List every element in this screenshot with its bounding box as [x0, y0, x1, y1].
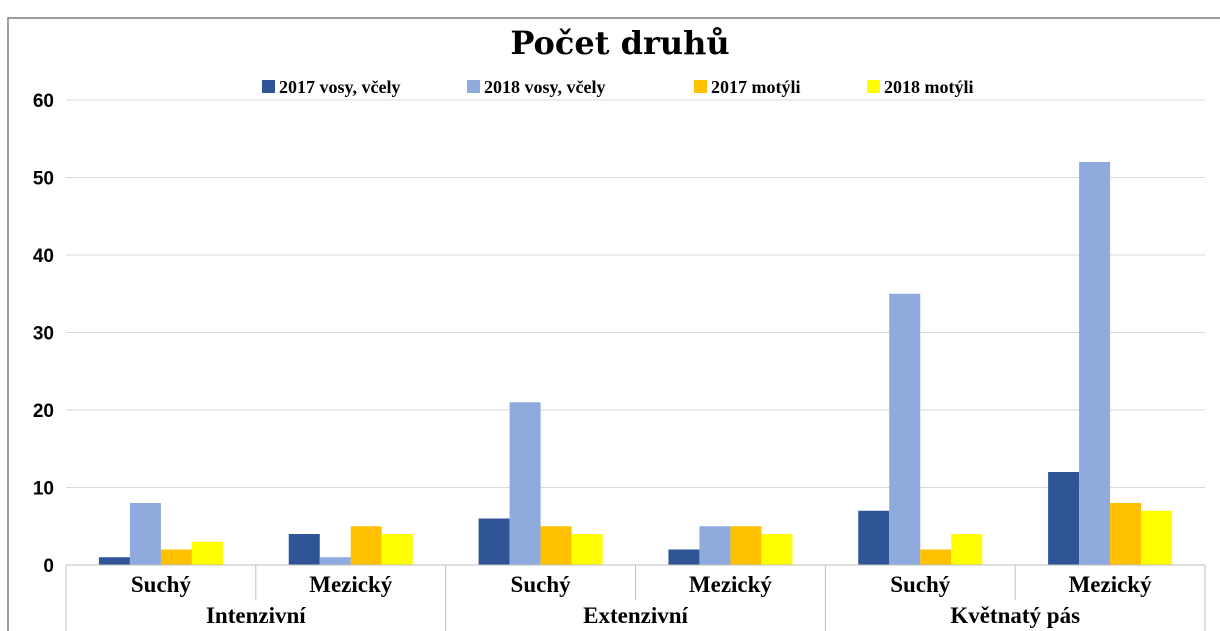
- y-tick-label: 40: [33, 246, 54, 267]
- bar: [761, 534, 793, 565]
- bar: [381, 534, 413, 565]
- bar: [730, 526, 762, 565]
- x-group-label: Květnatý pás: [950, 603, 1080, 628]
- x-group-label: Extenzivní: [583, 603, 688, 628]
- x-category-label: Mezický: [309, 572, 393, 597]
- y-tick-label: 10: [33, 479, 54, 500]
- bar: [951, 534, 983, 565]
- legend-label: 2017 motýli: [711, 77, 801, 97]
- y-tick-label: 60: [33, 91, 54, 112]
- gridlines: [66, 99, 1205, 488]
- bar: [540, 526, 572, 565]
- x-axis: [65, 564, 1206, 631]
- legend-swatch: [694, 80, 707, 93]
- bar: [191, 541, 223, 565]
- x-category-label: Suchý: [131, 572, 192, 597]
- chart-title: Počet druhů: [510, 24, 729, 62]
- y-tick-label: 0: [43, 556, 54, 577]
- x-category-label: Suchý: [890, 572, 951, 597]
- bar: [160, 549, 192, 565]
- bar: [509, 402, 541, 565]
- bar: [858, 510, 890, 565]
- legend-swatch: [867, 80, 880, 93]
- bar: [288, 534, 320, 565]
- bar: [1141, 510, 1173, 565]
- x-category-label: Mezický: [1069, 572, 1153, 597]
- y-axis-ticks: 0 10 20 30 40 50 60: [33, 91, 54, 577]
- x-category-label: Suchý: [511, 572, 572, 597]
- x-axis-labels: Suchý Mezický Suchý Mezický Suchý MezickýInte…: [131, 572, 1152, 628]
- legend-label: 2018 vosy, včely: [484, 77, 606, 97]
- y-tick-label: 50: [33, 169, 54, 190]
- legend: 2017 vosy, včely 2018 vosy, včely 2017 mot…: [262, 77, 974, 97]
- x-group-label: Intenzivní: [206, 603, 306, 628]
- bar: [668, 549, 700, 565]
- legend-swatch: [467, 80, 480, 93]
- bar: [699, 526, 731, 565]
- legend-label: 2017 vosy, včely: [279, 77, 401, 97]
- chart-frame: [7, 17, 1220, 631]
- bar: [1048, 472, 1080, 565]
- bars: [98, 162, 1173, 565]
- bar: [98, 557, 130, 565]
- bar: [920, 549, 952, 565]
- y-tick-label: 20: [33, 401, 54, 422]
- bar: [1079, 162, 1111, 565]
- bar: [889, 293, 921, 565]
- legend-label: 2018 motýli: [884, 77, 974, 97]
- bar: [571, 534, 603, 565]
- bar: [319, 557, 351, 565]
- bar: [1110, 503, 1142, 565]
- x-category-label: Mezický: [689, 572, 773, 597]
- bar: [350, 526, 382, 565]
- bar: [129, 503, 161, 565]
- bar: [478, 518, 510, 565]
- y-tick-label: 30: [33, 324, 54, 345]
- legend-swatch: [262, 80, 275, 93]
